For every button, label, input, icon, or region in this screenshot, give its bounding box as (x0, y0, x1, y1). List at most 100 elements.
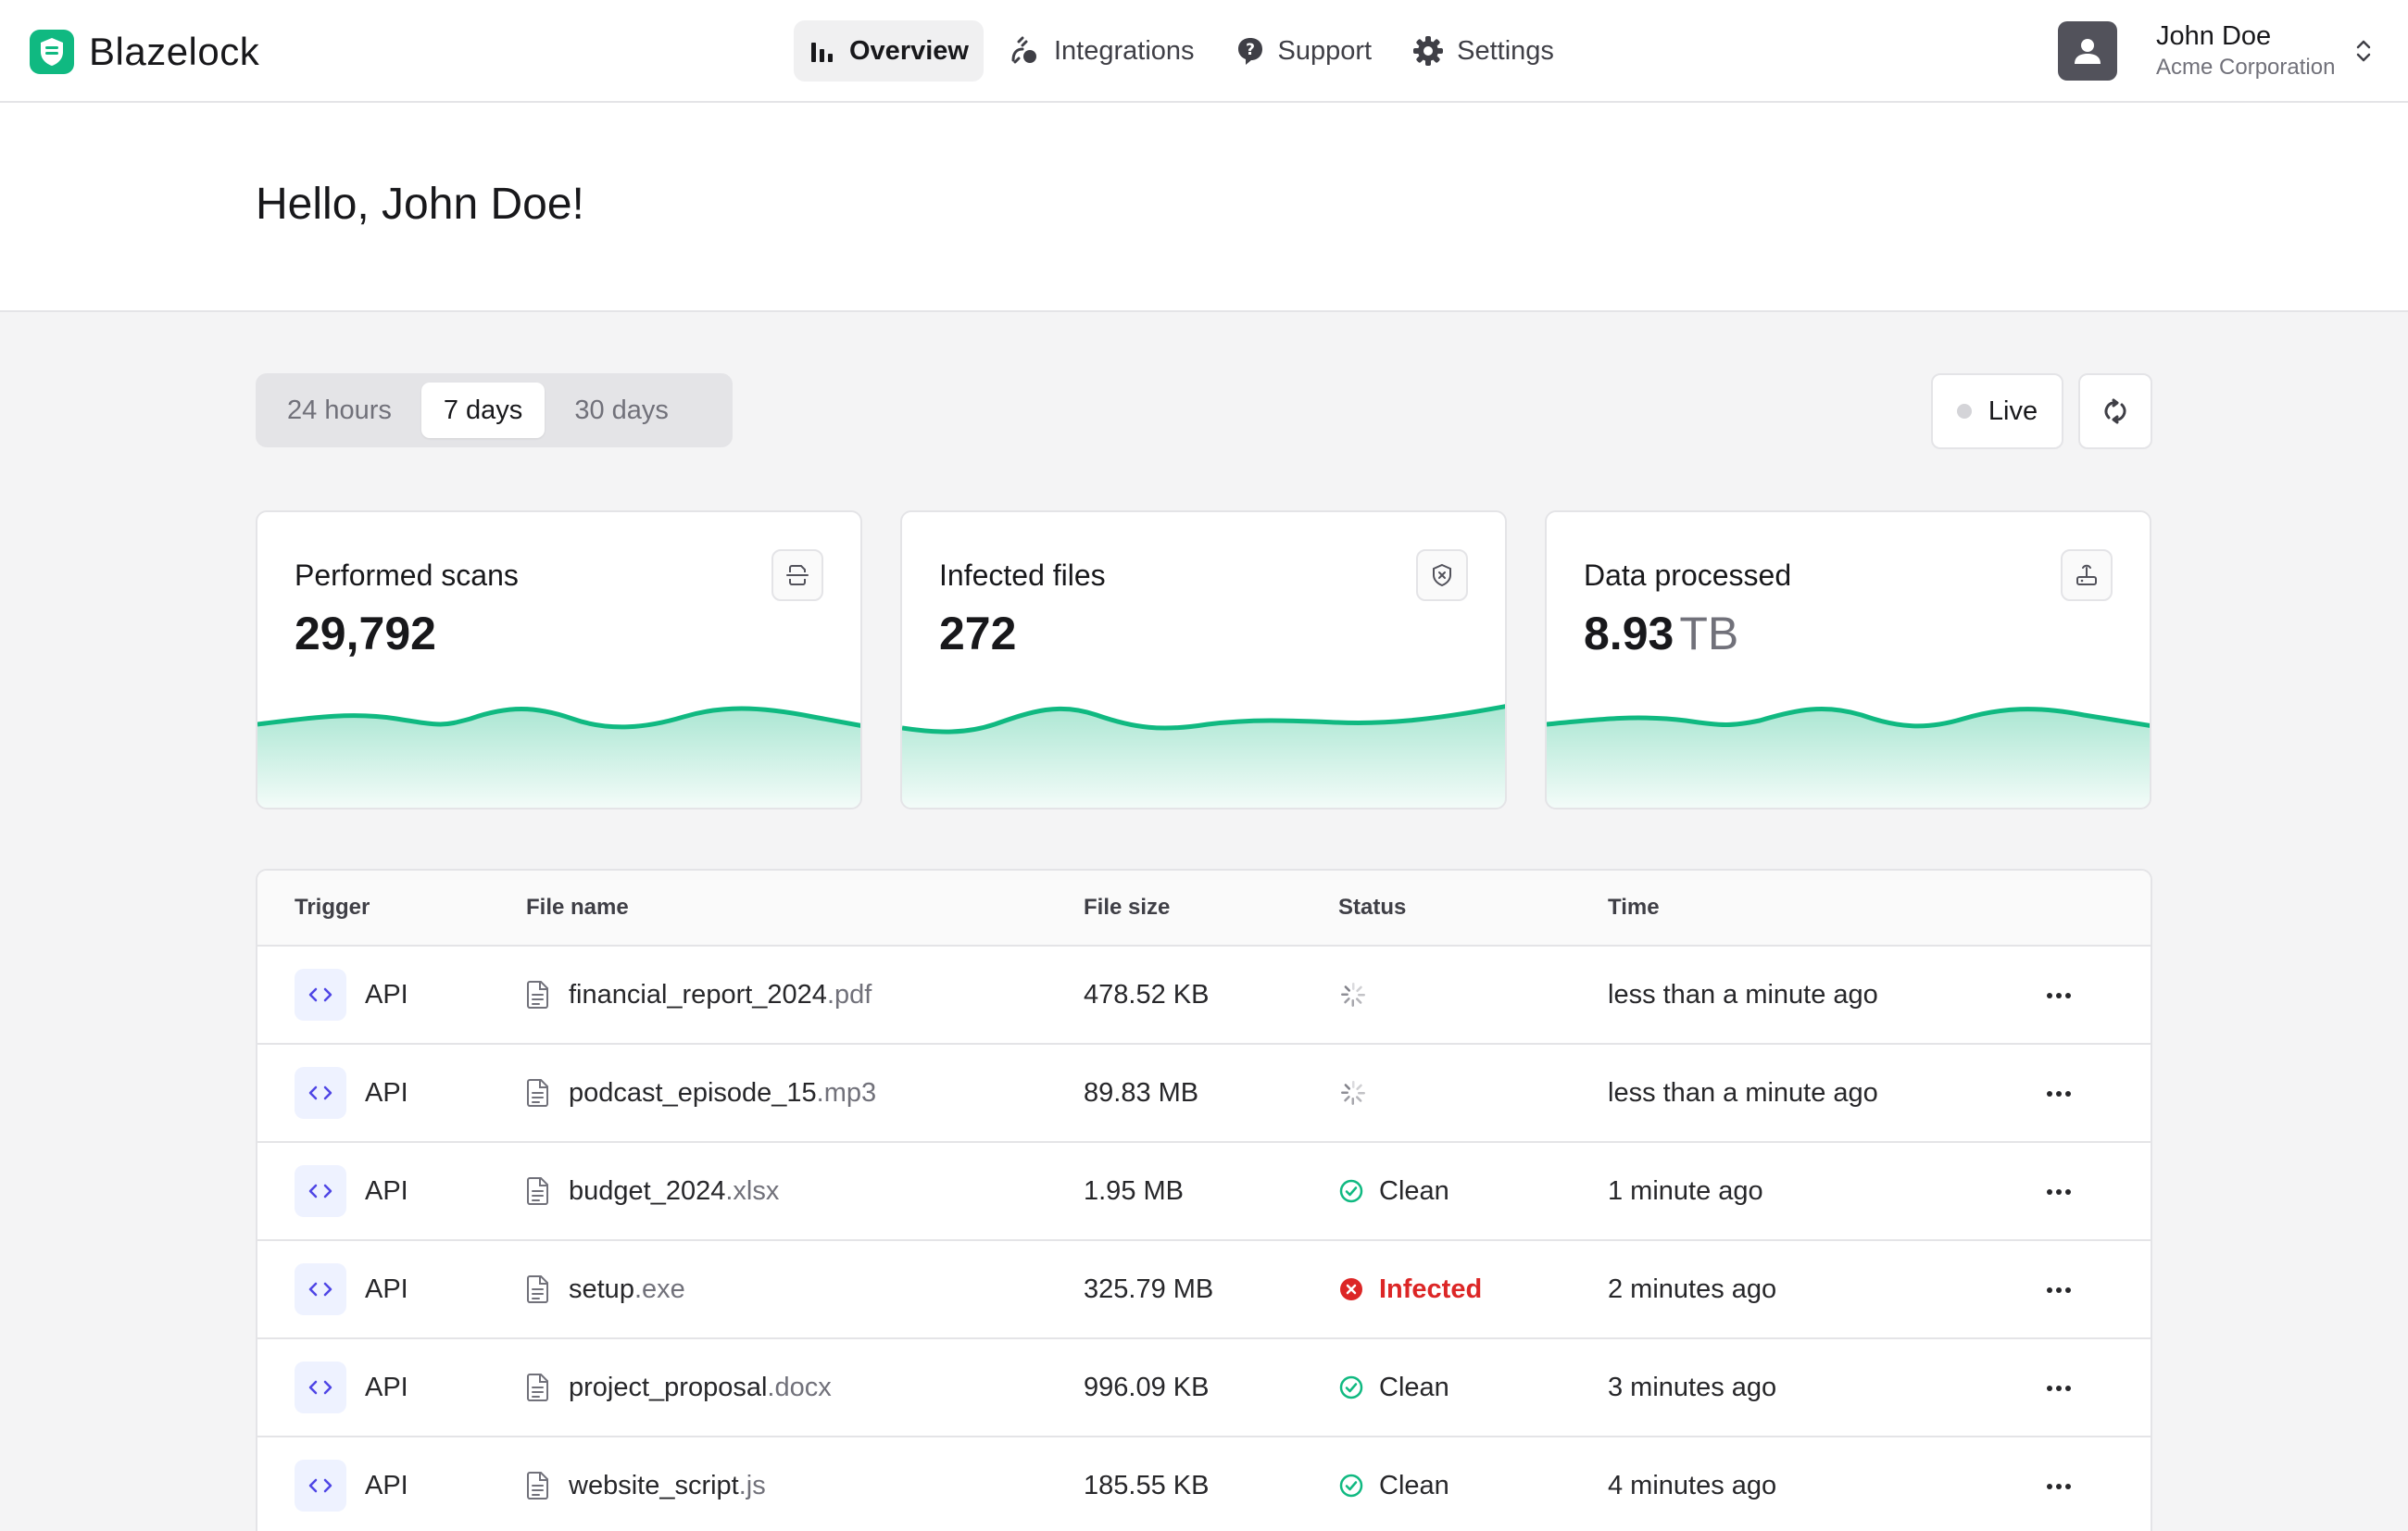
nav-item-label: Support (1277, 35, 1373, 66)
scan-icon (771, 549, 823, 601)
code-icon (295, 1165, 346, 1217)
trigger-cell: API (295, 947, 408, 1043)
top-navigation-bar: Blazelock Overview Integrations ? (0, 0, 2408, 103)
range-option-7d[interactable]: 7 days (420, 383, 546, 438)
stat-title: Infected files (939, 558, 1106, 592)
stat-title: Performed scans (295, 558, 519, 592)
nav-item-support[interactable]: ? Support (1221, 20, 1387, 82)
loading-spinner-icon (1341, 983, 1365, 1007)
scans-table: Trigger File name File size Status Time … (256, 869, 2152, 1531)
check-circle-icon (1339, 1375, 1363, 1399)
stat-value: 8.93 TB (1584, 608, 1739, 659)
router-icon (2061, 549, 2113, 601)
table-row[interactable]: API budget_2024.xlsx 1.95 MB Clean 1 min… (257, 1143, 2151, 1241)
column-header-file-name: File name (526, 895, 629, 920)
file-name-cell: budget_2024.xlsx (526, 1143, 779, 1239)
user-menu[interactable]: John Doe Acme Corporation (2058, 20, 2371, 82)
range-option-24h[interactable]: 24 hours (287, 395, 392, 425)
user-name: John Doe (2156, 21, 2272, 51)
status-label: Clean (1379, 1470, 1449, 1500)
time-cell: less than a minute ago (1608, 979, 1878, 1010)
nav-item-settings[interactable]: Settings (1398, 20, 1569, 82)
table-header: Trigger File name File size Status Time (257, 871, 2151, 947)
time-cell: less than a minute ago (1608, 1077, 1878, 1108)
more-options-icon[interactable] (2045, 984, 2073, 1008)
file-icon (527, 1472, 548, 1500)
avatar (2058, 21, 2117, 81)
status-cell (1338, 947, 1383, 1043)
stat-value: 29,792 (295, 608, 436, 659)
file-size-cell: 89.83 MB (1084, 1077, 1199, 1108)
file-name-cell: project_proposal.docx (526, 1339, 832, 1436)
table-row[interactable]: API financial_report_2024.pdf 478.52 KB … (257, 947, 2151, 1045)
x-circle-icon (1340, 1278, 1362, 1300)
nav-item-overview[interactable]: Overview (794, 20, 984, 82)
check-circle-icon (1339, 1179, 1363, 1203)
stat-unit: TB (1679, 608, 1739, 659)
shield-icon (1416, 549, 1468, 601)
svg-text:?: ? (1246, 41, 1255, 59)
table-row[interactable]: API project_proposal.docx 996.09 KB Clea… (257, 1339, 2151, 1437)
more-options-icon[interactable] (2045, 1278, 2073, 1302)
time-range-selector: 24 hours 7 days 30 days (256, 373, 733, 447)
sparkline-chart (1547, 706, 2150, 808)
file-name: financial_report_2024.pdf (569, 979, 872, 1010)
page-title: Hello, John Doe! (256, 180, 584, 229)
file-size-cell: 185.55 KB (1084, 1470, 1210, 1500)
sparkline-chart (902, 704, 1505, 808)
file-icon (527, 1079, 548, 1107)
trigger-cell: API (295, 1339, 408, 1436)
trigger-label: API (365, 1077, 408, 1108)
trigger-cell: API (295, 1143, 408, 1239)
nav-item-label: Integrations (1053, 35, 1195, 66)
brand-name: Blazelock (89, 30, 260, 73)
integrations-icon (1011, 36, 1036, 64)
status-cell: Infected (1338, 1241, 1482, 1337)
file-name: project_proposal.docx (569, 1372, 832, 1402)
help-icon: ? (1237, 38, 1262, 65)
check-circle-icon (1339, 1474, 1363, 1498)
live-label: Live (1988, 395, 2038, 426)
table-row[interactable]: API setup.exe 325.79 MB Infected 2 minut… (257, 1241, 2151, 1339)
status-label: Infected (1379, 1274, 1483, 1304)
nav-item-label: Overview (849, 35, 969, 66)
code-icon (295, 969, 346, 1021)
live-toggle-button[interactable]: Live (1931, 373, 2063, 449)
file-size-cell: 478.52 KB (1084, 979, 1210, 1010)
nav-item-integrations[interactable]: Integrations (995, 20, 1210, 82)
table-row[interactable]: API podcast_episode_15.mp3 89.83 MB less… (257, 1045, 2151, 1143)
stat-card-performed-scans: Performed scans 29,792 (256, 510, 862, 809)
time-cell: 4 minutes ago (1608, 1470, 1777, 1500)
trigger-cell: API (295, 1241, 408, 1337)
status-cell: Clean (1338, 1437, 1449, 1531)
time-cell: 3 minutes ago (1608, 1372, 1777, 1402)
file-name: setup.exe (569, 1274, 685, 1304)
nav-item-label: Settings (1457, 35, 1554, 66)
gear-icon (1413, 36, 1444, 66)
file-name-cell: website_script.js (526, 1437, 766, 1531)
main-nav: Overview Integrations ? Support (794, 20, 1580, 82)
file-name-cell: podcast_episode_15.mp3 (526, 1045, 876, 1141)
status-label: Clean (1379, 1175, 1449, 1206)
range-option-30d[interactable]: 30 days (574, 395, 669, 425)
status-cell: Clean (1338, 1143, 1449, 1239)
live-status-dot (1956, 404, 1972, 419)
file-icon (527, 1374, 548, 1401)
more-options-icon[interactable] (2045, 1180, 2073, 1204)
brand[interactable]: Blazelock (30, 30, 259, 74)
column-header-file-size: File size (1084, 895, 1171, 920)
trigger-label: API (365, 1372, 408, 1402)
table-row[interactable]: API website_script.js 185.55 KB Clean 4 … (257, 1437, 2151, 1531)
table-body: API financial_report_2024.pdf 478.52 KB … (257, 947, 2151, 1531)
more-options-icon[interactable] (2045, 1082, 2073, 1106)
stat-card-data-processed: Data processed 8.93 TB (1545, 510, 2151, 809)
file-name: website_script.js (569, 1470, 766, 1500)
file-size-cell: 996.09 KB (1084, 1372, 1210, 1402)
more-options-icon[interactable] (2045, 1475, 2073, 1499)
code-icon (295, 1067, 346, 1119)
column-header-time: Time (1608, 895, 1660, 920)
column-header-trigger: Trigger (295, 895, 370, 920)
refresh-button[interactable] (2078, 373, 2152, 449)
more-options-icon[interactable] (2045, 1376, 2073, 1400)
file-size-cell: 1.95 MB (1084, 1175, 1184, 1206)
